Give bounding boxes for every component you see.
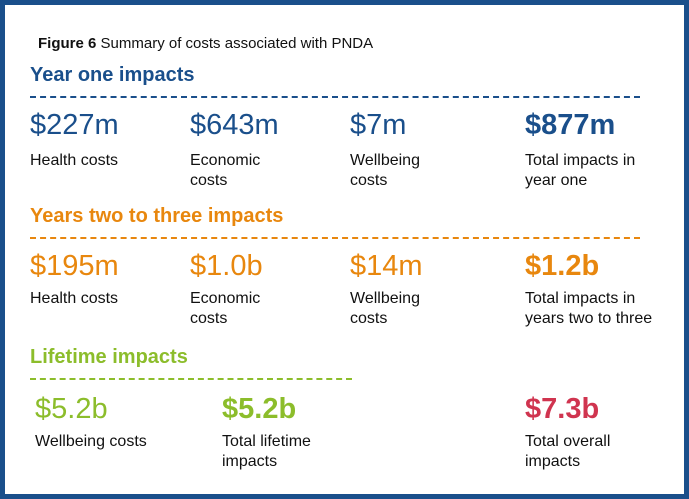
lifetime-total-label: Total lifetime impacts bbox=[222, 433, 311, 470]
divider-years-two-three bbox=[30, 237, 640, 239]
years-two-three-total-label: Total impacts in years two to three bbox=[525, 290, 653, 327]
section-title-years-two-three: Years two to three impacts bbox=[30, 205, 284, 227]
divider-lifetime bbox=[30, 378, 352, 380]
year-one-total-label: Total impacts in year one bbox=[525, 152, 636, 189]
figure-title: Figure 6 Summary of costs associated wit… bbox=[38, 35, 373, 52]
years-two-three-wellbeing-label: Wellbeing costs bbox=[350, 290, 420, 327]
year-one-total-amount: $877m bbox=[525, 109, 616, 141]
overall-total-label: Total overall impacts bbox=[525, 433, 611, 470]
years-two-three-health-amount: $195m bbox=[30, 250, 119, 282]
year-one-economic-amount: $643m bbox=[190, 109, 279, 141]
year-one-wellbeing-amount: $7m bbox=[350, 109, 407, 141]
years-two-three-wellbeing-amount: $14m bbox=[350, 250, 423, 282]
section-title-year-one: Year one impacts bbox=[30, 64, 195, 86]
years-two-three-economic-label: Economic costs bbox=[190, 290, 261, 327]
years-two-three-economic-amount: $1.0b bbox=[190, 250, 263, 282]
overall-total-amount: $7.3b bbox=[525, 393, 600, 425]
lifetime-wellbeing-amount: $5.2b bbox=[35, 393, 108, 425]
year-one-health-amount: $227m bbox=[30, 109, 119, 141]
divider-year-one bbox=[30, 96, 640, 98]
figure-label: Figure 6 bbox=[38, 35, 97, 52]
year-one-health-label: Health costs bbox=[30, 152, 119, 169]
lifetime-wellbeing-label: Wellbeing costs bbox=[35, 433, 147, 450]
section-title-lifetime: Lifetime impacts bbox=[30, 346, 188, 368]
lifetime-total-amount: $5.2b bbox=[222, 393, 297, 425]
figure-caption: Summary of costs associated with PNDA bbox=[100, 35, 374, 52]
year-one-wellbeing-label: Wellbeing costs bbox=[350, 152, 420, 189]
years-two-three-health-label: Health costs bbox=[30, 290, 119, 307]
year-one-economic-label: Economic costs bbox=[190, 152, 261, 189]
years-two-three-total-amount: $1.2b bbox=[525, 250, 600, 282]
